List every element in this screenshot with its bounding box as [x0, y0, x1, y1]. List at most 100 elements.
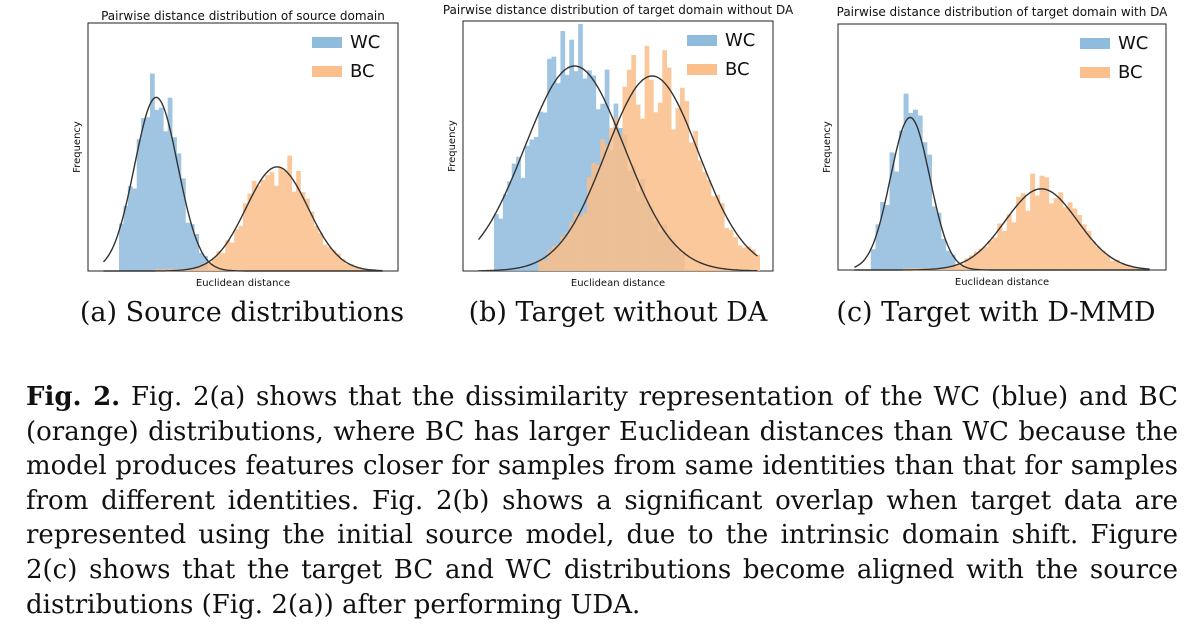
- bar-bc: [1058, 192, 1064, 270]
- bar-wc: [922, 142, 928, 270]
- bar-wc: [569, 39, 575, 272]
- chart-title: Pairwise distance distribution of source…: [101, 9, 385, 23]
- bar-wc: [880, 202, 886, 270]
- bar-bc: [955, 263, 961, 270]
- bar-bc: [573, 212, 579, 271]
- bar-bc: [1011, 222, 1017, 270]
- bar-bc: [203, 263, 208, 271]
- bar-bc: [595, 164, 601, 271]
- bar-bc: [564, 232, 570, 271]
- bar-bc: [983, 246, 989, 270]
- bar-wc: [507, 181, 513, 271]
- bar-bc: [941, 267, 947, 270]
- curve-bc: [103, 166, 383, 272]
- bar-bc: [578, 216, 583, 271]
- bar-wc: [560, 31, 566, 271]
- bar-wc: [172, 137, 177, 271]
- bar-bc: [622, 86, 628, 271]
- bar-bc: [737, 245, 743, 271]
- bar-bc: [220, 253, 226, 271]
- bar-bc: [234, 229, 239, 271]
- bar-wc: [516, 156, 521, 271]
- bar-bc: [313, 225, 319, 271]
- legend-swatch-bc: [312, 66, 342, 77]
- bar-bc: [657, 102, 663, 271]
- bar-wc: [119, 223, 124, 271]
- bar-bc: [653, 112, 659, 271]
- legend-label-wc: WC: [725, 30, 755, 51]
- bar-wc: [520, 177, 526, 271]
- bar-bc: [353, 266, 359, 271]
- bar-wc: [927, 154, 933, 270]
- bar-bc: [1048, 203, 1054, 270]
- bar-bc: [755, 254, 761, 271]
- bar-bc: [1072, 208, 1078, 270]
- bar-bc: [1086, 230, 1092, 270]
- bar-bc: [997, 223, 1003, 270]
- chart-svg: Pairwise distance distribution of target…: [822, 5, 1169, 288]
- bar-bc: [331, 250, 337, 271]
- bar-bc: [973, 251, 979, 270]
- bar-bc: [216, 251, 222, 271]
- y-axis-label: Frequency: [72, 121, 83, 173]
- bar-bc: [1100, 250, 1106, 270]
- bar-bc: [318, 233, 324, 271]
- bar-bc: [711, 196, 716, 271]
- histogram-wc: [870, 93, 956, 270]
- curve-wc: [854, 116, 1150, 271]
- bar-bc: [229, 242, 235, 271]
- bar-bc: [1053, 198, 1059, 270]
- bar-bc: [631, 55, 637, 272]
- bar-wc: [917, 115, 923, 270]
- bar-bc: [591, 162, 597, 271]
- caption-text: Fig. 2(a) shows that the dissimilarity r…: [26, 382, 1179, 620]
- bar-bc: [260, 179, 266, 271]
- bar-bc: [547, 250, 552, 271]
- bar-bc: [618, 135, 623, 271]
- bar-wc: [141, 118, 146, 271]
- bar-bc: [340, 259, 346, 271]
- bar-wc: [542, 112, 548, 271]
- bar-bc: [684, 101, 690, 271]
- bar-bc: [1016, 196, 1022, 270]
- bar-wc: [875, 224, 881, 270]
- bar-wc: [950, 254, 956, 270]
- legend-swatch-wc: [312, 37, 342, 48]
- bar-wc: [533, 136, 539, 271]
- bar-bc: [1006, 214, 1012, 270]
- bar-wc: [912, 109, 918, 270]
- bar-bc: [688, 142, 694, 271]
- bar-bc: [715, 194, 721, 271]
- bar-wc: [564, 74, 570, 271]
- bar-wc: [185, 222, 191, 271]
- bar-wc: [578, 24, 583, 271]
- bar-bc: [719, 203, 725, 271]
- bar-bc: [238, 225, 244, 271]
- bar-wc: [908, 113, 914, 270]
- bar-bc: [903, 268, 909, 270]
- bar-bc: [1076, 214, 1082, 270]
- bar-bc: [167, 269, 173, 271]
- bar-bc: [1123, 264, 1129, 270]
- bar-bc: [269, 172, 275, 271]
- chart-title: Pairwise distance distribution of target…: [837, 5, 1169, 19]
- bar-bc: [750, 249, 756, 271]
- bar-bc: [305, 198, 310, 271]
- histogram-bc: [538, 45, 761, 272]
- bar-wc: [136, 139, 142, 271]
- chart-svg: Pairwise distance distribution of target…: [443, 3, 793, 289]
- legend-swatch-bc: [687, 64, 717, 75]
- bar-bc: [344, 263, 350, 271]
- bar-bc: [327, 247, 332, 271]
- bar-bc: [551, 246, 557, 271]
- bar-bc: [950, 265, 956, 270]
- bar-bc: [556, 244, 561, 271]
- bar-bc: [978, 248, 984, 270]
- bar-bc: [604, 144, 610, 271]
- bar-bc: [724, 228, 730, 271]
- bar-bc: [1137, 268, 1143, 270]
- histogram-wc: [119, 73, 208, 272]
- bar-wc: [181, 178, 186, 271]
- bar-bc: [1039, 175, 1045, 270]
- bar-wc: [502, 194, 508, 271]
